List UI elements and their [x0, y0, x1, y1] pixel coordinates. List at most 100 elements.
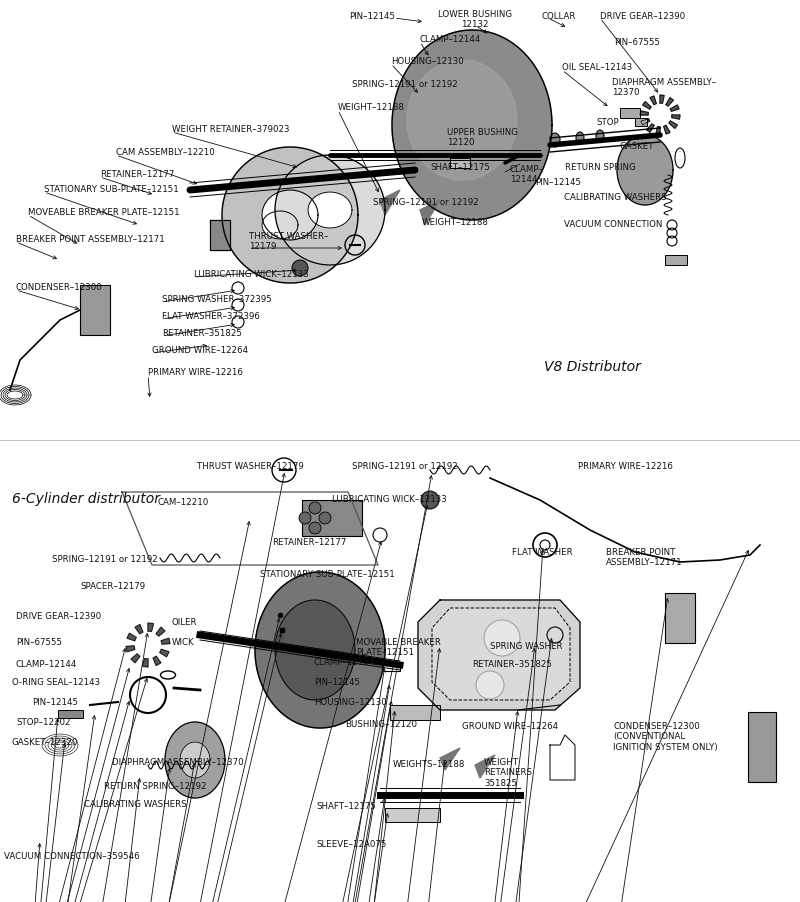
Text: STATIONARY SUB-PLATE–12151: STATIONARY SUB-PLATE–12151 [44, 185, 178, 194]
Polygon shape [672, 115, 680, 119]
Polygon shape [135, 624, 143, 634]
Text: BUSHING–12120: BUSHING–12120 [345, 720, 417, 729]
Bar [748, 712, 776, 782]
Text: MOVEABLE BREAKER PLATE–12151: MOVEABLE BREAKER PLATE–12151 [28, 208, 180, 217]
Text: THRUST WASHER–
12179: THRUST WASHER– 12179 [249, 232, 328, 252]
Text: CAM ASSEMBLY–12210: CAM ASSEMBLY–12210 [116, 148, 214, 157]
Text: OIL SEAL–12143: OIL SEAL–12143 [562, 63, 632, 72]
Polygon shape [392, 30, 552, 220]
Text: CONDENSER–12300
(CONVENTIONAL
IGNITION SYSTEM ONLY): CONDENSER–12300 (CONVENTIONAL IGNITION S… [613, 722, 718, 751]
Polygon shape [418, 600, 580, 710]
Text: SPRING–12191 or 12192: SPRING–12191 or 12192 [373, 198, 478, 207]
Polygon shape [642, 102, 651, 109]
Text: RETURN SPRING–12192: RETURN SPRING–12192 [104, 782, 206, 791]
Text: PIN–67555: PIN–67555 [16, 638, 62, 647]
Text: CAM–12210: CAM–12210 [158, 498, 210, 507]
Text: SPRING–12191 or 12192: SPRING–12191 or 12192 [52, 555, 158, 564]
Polygon shape [646, 124, 654, 133]
Text: COLLAR: COLLAR [542, 12, 576, 21]
Polygon shape [210, 220, 230, 250]
Circle shape [309, 522, 321, 534]
Text: WEIGHTS–12188: WEIGHTS–12188 [393, 760, 466, 769]
Text: PIN–12145: PIN–12145 [349, 12, 395, 21]
Text: LOWER BUSHING
12132: LOWER BUSHING 12132 [438, 10, 512, 30]
Polygon shape [640, 111, 648, 115]
Text: SPRING WASHER–372395: SPRING WASHER–372395 [162, 295, 272, 304]
Polygon shape [670, 105, 679, 111]
Polygon shape [162, 639, 170, 644]
Text: O-RING SEAL–12143: O-RING SEAL–12143 [12, 678, 100, 687]
Text: GASKET: GASKET [620, 142, 654, 151]
Polygon shape [650, 96, 656, 105]
Text: VACUUM CONNECTION–359546: VACUUM CONNECTION–359546 [4, 852, 140, 861]
Polygon shape [669, 121, 678, 128]
Ellipse shape [576, 132, 584, 144]
Text: GASKET–12320: GASKET–12320 [12, 738, 78, 747]
Polygon shape [165, 722, 225, 798]
Text: UPPER BUSHING
12120: UPPER BUSHING 12120 [447, 128, 518, 147]
Text: WEIGHT
RETAINERS
351825: WEIGHT RETAINERS 351825 [484, 758, 532, 787]
Polygon shape [142, 658, 148, 667]
Text: PIN–12145: PIN–12145 [314, 678, 360, 687]
Text: STOP: STOP [596, 118, 618, 127]
Text: LUBRICATING WICK–12133: LUBRICATING WICK–12133 [194, 270, 309, 279]
Text: 6-Cylinder distributor: 6-Cylinder distributor [12, 492, 160, 506]
Polygon shape [131, 654, 140, 663]
Text: DIAPHRAGM ASSEMBLY–
12370: DIAPHRAGM ASSEMBLY– 12370 [612, 78, 716, 97]
Polygon shape [222, 147, 358, 283]
Polygon shape [380, 190, 400, 215]
Text: WEIGHT–12188: WEIGHT–12188 [422, 218, 489, 227]
Text: BREAKER POINT
ASSEMBLY–12171: BREAKER POINT ASSEMBLY–12171 [606, 548, 682, 567]
Text: RETAINER–351825: RETAINER–351825 [472, 660, 552, 669]
Text: SHAFT–12175: SHAFT–12175 [430, 163, 490, 172]
Text: FLAT WASHER–372396: FLAT WASHER–372396 [162, 312, 260, 321]
Bar [665, 593, 695, 643]
Bar [80, 285, 110, 335]
Circle shape [292, 260, 308, 276]
Text: WEIGHT–12188: WEIGHT–12188 [338, 103, 405, 112]
Text: PIN–67555: PIN–67555 [614, 38, 660, 47]
Polygon shape [275, 600, 355, 700]
Polygon shape [262, 211, 298, 239]
Polygon shape [440, 748, 460, 770]
Polygon shape [262, 190, 318, 240]
Text: DRIVE GEAR–12390: DRIVE GEAR–12390 [16, 612, 101, 621]
Polygon shape [160, 649, 169, 657]
Text: CLAMP–12144: CLAMP–12144 [420, 35, 482, 44]
Text: STATIONARY SUB-PLATE–12151: STATIONARY SUB-PLATE–12151 [260, 570, 394, 579]
Bar [620, 108, 640, 118]
Ellipse shape [550, 133, 560, 147]
Text: WICK: WICK [172, 638, 194, 647]
Polygon shape [641, 119, 650, 125]
Text: CLAMP–
12144: CLAMP– 12144 [510, 165, 544, 184]
Polygon shape [432, 608, 570, 700]
Text: GROUND WIRE–12264: GROUND WIRE–12264 [152, 346, 248, 355]
Text: PIN–12145: PIN–12145 [32, 698, 78, 707]
Polygon shape [664, 125, 670, 134]
Text: FLAT WASHER: FLAT WASHER [512, 548, 573, 557]
Circle shape [484, 620, 520, 656]
Circle shape [421, 491, 439, 509]
Polygon shape [153, 657, 161, 666]
Polygon shape [180, 742, 210, 778]
Text: WEIGHT RETAINER–379023: WEIGHT RETAINER–379023 [172, 125, 290, 134]
Text: MOVABLE BREAKER
PLATE–12151: MOVABLE BREAKER PLATE–12151 [356, 638, 441, 658]
Polygon shape [407, 60, 517, 180]
Text: SPRING–12191 or 12192: SPRING–12191 or 12192 [352, 462, 458, 471]
Bar [302, 500, 362, 536]
Bar [385, 808, 440, 822]
Polygon shape [148, 623, 154, 631]
Circle shape [476, 671, 504, 699]
Text: RETAINER–351825: RETAINER–351825 [162, 329, 242, 338]
Text: STOP–12202: STOP–12202 [16, 718, 70, 727]
Text: GROUND WIRE–12264: GROUND WIRE–12264 [462, 722, 558, 731]
Text: CLAMP–12144: CLAMP–12144 [314, 658, 375, 667]
Polygon shape [308, 192, 352, 228]
Polygon shape [275, 155, 385, 265]
Bar [382, 663, 400, 671]
Polygon shape [617, 135, 673, 205]
Text: CONDENSER–12300: CONDENSER–12300 [16, 283, 102, 292]
Polygon shape [656, 127, 660, 135]
Polygon shape [127, 633, 136, 640]
Text: PRIMARY WIRE–12216: PRIMARY WIRE–12216 [148, 368, 243, 377]
